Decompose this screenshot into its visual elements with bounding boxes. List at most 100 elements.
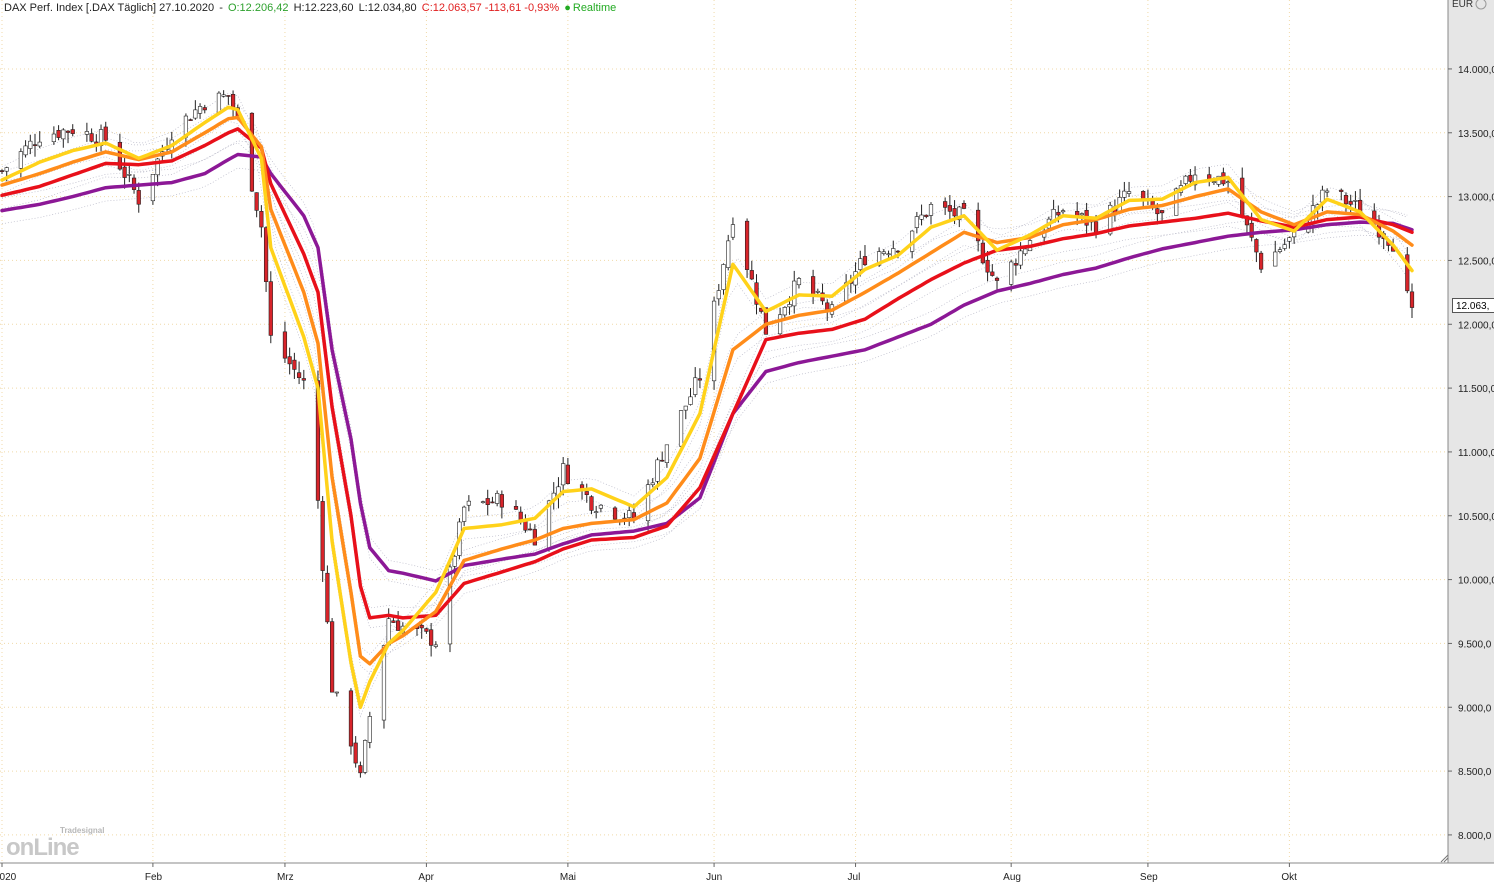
candle-body (1013, 263, 1018, 266)
y-tick-label: 11.500,0 (1458, 384, 1494, 395)
candle-body (495, 493, 500, 504)
candle-body (1155, 208, 1160, 215)
x-tick-label: Jul (848, 872, 861, 883)
candle-body (532, 529, 537, 546)
candle-body (334, 691, 339, 694)
candle-body (1056, 211, 1061, 216)
candle-body (429, 629, 434, 646)
candle-body (796, 278, 802, 286)
chart-header: DAX Perf. Index [.DAX Täglich] 27.10.202… (4, 2, 618, 14)
y-axis-panel[interactable] (1448, 0, 1494, 863)
candle-body (4, 167, 9, 172)
candle-body (683, 405, 688, 411)
y-tick-label: 10.500,0 (1458, 512, 1494, 523)
x-tick-label: Aug (1003, 872, 1021, 883)
candle-body (249, 112, 255, 192)
candle-body (419, 624, 424, 629)
candle-body (1282, 244, 1287, 249)
moving-average-line (0, 115, 1414, 666)
instrument-label: DAX Perf. Index [.DAX Täglich] 27.10.202… (4, 2, 215, 14)
candle-body (655, 459, 660, 482)
candle-body (155, 158, 160, 176)
candle-body (1348, 201, 1353, 205)
last-price-label: 12.063, (1452, 298, 1494, 313)
x-tick-label: Mrz (277, 872, 294, 883)
unit-label: EUR (1452, 0, 1474, 10)
candle-body (447, 566, 453, 645)
candle-body (952, 208, 957, 217)
candle-body (678, 410, 684, 447)
candle-body (730, 224, 736, 238)
candle-body (216, 92, 222, 114)
envelope-lower-line (1, 167, 1408, 592)
y-tick-label: 14.000,0 (1458, 65, 1494, 76)
candle-body (466, 500, 471, 506)
candle-body (985, 259, 990, 273)
candle-body (1353, 200, 1358, 202)
candle-body (598, 504, 603, 509)
candle-body (693, 377, 698, 395)
candle-body (254, 192, 259, 211)
x-tick-label: Apr (418, 872, 434, 883)
candle-body (358, 765, 363, 774)
y-tick-label: 13.000,0 (1458, 193, 1494, 204)
candle-body (1126, 191, 1132, 194)
candle-body (37, 141, 42, 147)
candle-body (1079, 213, 1084, 216)
moving-average-line (0, 152, 1414, 583)
candle-body (1405, 254, 1410, 292)
candle-body (1287, 237, 1292, 242)
candle-body (1009, 261, 1014, 285)
y-tick-label: 12.000,0 (1458, 320, 1494, 331)
candle-body (1273, 251, 1278, 267)
candle-body (1188, 174, 1193, 182)
candle-body (296, 372, 302, 378)
candle-body (70, 129, 75, 134)
candle-body (136, 190, 141, 205)
candle-body (914, 216, 919, 228)
candle-body (1192, 174, 1198, 186)
candle-body (301, 378, 306, 381)
y-tick-label: 11.000,0 (1458, 448, 1494, 459)
x-tick-label: Feb (145, 872, 163, 883)
candle-body (363, 740, 368, 773)
candle-body (330, 621, 335, 693)
candle-body (1254, 239, 1259, 253)
candle-body (0, 170, 5, 172)
scroll-circle-icon[interactable] (1475, 0, 1487, 10)
candle-body (485, 498, 490, 505)
envelope-upper-line (1, 140, 1408, 572)
candle-body (994, 277, 1000, 281)
envelope-lower-line (1, 131, 1408, 674)
envelope-upper-line (1, 103, 1408, 655)
candle-body (202, 107, 207, 111)
candle-body (815, 290, 820, 293)
x-axis-panel[interactable] (0, 863, 1494, 884)
moving-average-line (0, 105, 1414, 710)
x-tick-label: Okt (1281, 872, 1297, 883)
candle-body (1159, 210, 1165, 214)
candle-body (645, 484, 651, 522)
candle-body (28, 140, 33, 149)
candle-body (976, 209, 981, 242)
candle-body (1183, 175, 1188, 184)
candle-body (565, 464, 570, 485)
realtime-label: Realtime (572, 2, 617, 14)
candle-body (325, 572, 330, 623)
candle-body (226, 95, 231, 97)
candle-body (650, 482, 655, 486)
y-tick-label: 9.000,0 (1458, 703, 1492, 714)
open-value: O:12.206,42 (227, 2, 289, 14)
candle-body (523, 520, 528, 531)
candle-body (263, 227, 269, 282)
candle-body (89, 133, 94, 142)
moving-average-layer (0, 105, 1414, 710)
candle-body (221, 94, 226, 97)
candle-body (1339, 189, 1344, 192)
candle-body (858, 258, 863, 270)
candle-body (292, 359, 297, 370)
resize-grip-icon[interactable] (1440, 854, 1449, 863)
candle-body (744, 220, 750, 270)
candle-body (348, 690, 354, 747)
candle-body (961, 203, 967, 209)
